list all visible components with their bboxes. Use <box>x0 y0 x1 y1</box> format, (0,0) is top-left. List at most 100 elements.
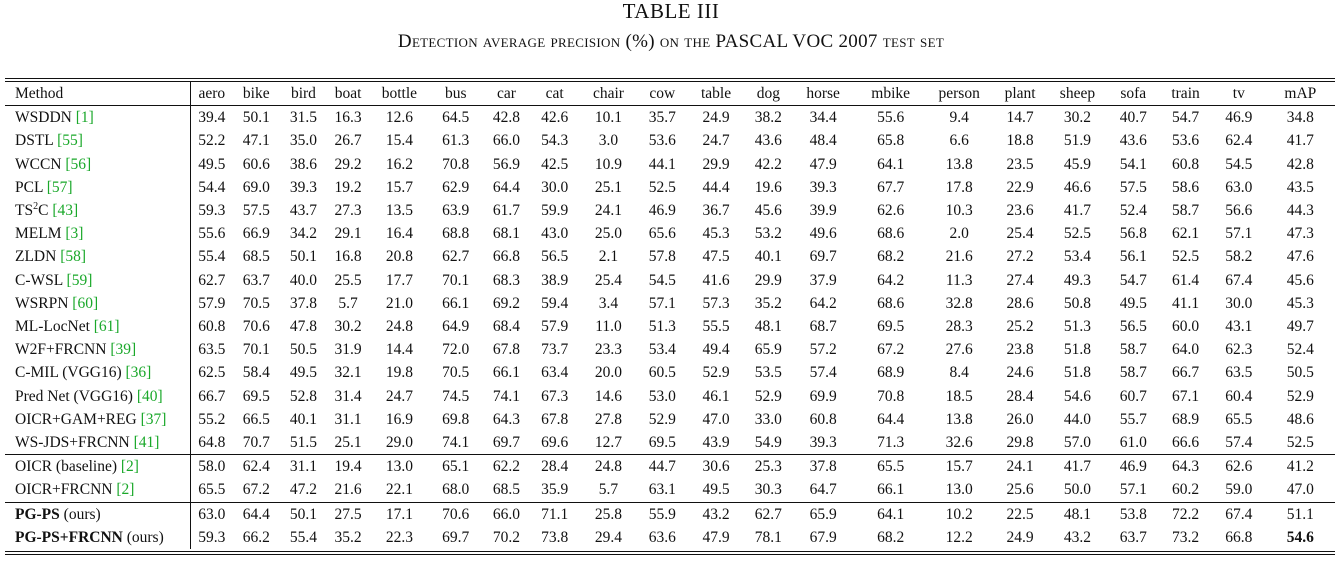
column-header-method: Method <box>5 82 192 107</box>
citation-link[interactable]: [39] <box>110 341 137 359</box>
cell-mbike: 68.9 <box>877 364 905 382</box>
cell-table: 30.6 <box>686 454 747 479</box>
cell-car: 67.8 <box>492 341 521 359</box>
column-header-dog: dog <box>746 82 791 107</box>
cell-person: 13.8 <box>945 155 973 173</box>
cell-plant: 28.6 <box>1006 294 1034 312</box>
cell-train: 62.1 <box>1171 225 1200 243</box>
citation-link[interactable]: [41] <box>133 434 160 452</box>
column-header-bus: bus <box>429 82 483 107</box>
method-label: WSRPN <box>15 294 73 312</box>
citation-link[interactable]: [43] <box>52 202 79 220</box>
cell-cat: 63.4 <box>541 364 569 382</box>
column-header-plant: plant <box>992 82 1048 107</box>
cell-sofa: 54.1 <box>1119 155 1147 173</box>
cell-person: 15.7 <box>925 454 993 479</box>
cell-map: 50.5 <box>1286 364 1314 382</box>
cell-bottle: 13.0 <box>369 454 430 479</box>
cell-dog: 53.2 <box>754 225 782 243</box>
cell-bus: 64.9 <box>442 318 470 336</box>
citation-link[interactable]: [60] <box>72 294 99 312</box>
cell-chair: 25.4 <box>594 271 623 289</box>
cell-plant: 24.6 <box>1006 364 1034 382</box>
cell-map: 48.6 <box>1286 410 1314 428</box>
cell-dog: 29.9 <box>754 271 782 289</box>
citation-link[interactable]: [56] <box>65 155 92 173</box>
cell-dog: 25.3 <box>746 454 791 479</box>
method-label: Pred Net (VGG16) <box>15 387 137 405</box>
cell-bottle: 14.4 <box>385 341 413 359</box>
cell-mbike: 64.2 <box>877 271 905 289</box>
cell-aero: 64.8 <box>198 434 226 452</box>
cell-cat: 43.0 <box>541 225 569 243</box>
citation-link[interactable]: [2] <box>116 481 135 499</box>
cell-aero: 62.7 <box>198 271 226 289</box>
cell-train: 52.5 <box>1171 248 1200 266</box>
citation-link[interactable]: [3] <box>65 225 84 243</box>
table-row: WCCN [56] 49.5 60.6 38.6 29.2 16.2 70.8 56.9 42.… <box>5 152 1335 176</box>
cell-map: 42.8 <box>1286 155 1314 173</box>
citation-link[interactable]: [40] <box>136 387 163 405</box>
citation-link[interactable]: [1] <box>75 109 94 127</box>
cell-table: 24.9 <box>702 109 730 127</box>
method-label: TS <box>15 202 34 220</box>
citation-link[interactable]: [2] <box>120 458 139 476</box>
cell-train: 72.2 <box>1159 501 1212 526</box>
cell-aero: 58.0 <box>190 454 233 479</box>
cell-bottle: 21.0 <box>385 294 413 312</box>
citation-link[interactable]: [57] <box>46 178 73 196</box>
cell-bottle: 19.8 <box>385 364 413 382</box>
cell-bottle: 22.3 <box>385 528 413 546</box>
cell-chair: 29.4 <box>594 528 623 546</box>
method-label: MELM <box>15 225 66 243</box>
cell-sheep: 49.3 <box>1063 271 1091 289</box>
cell-horse: 37.8 <box>790 454 856 479</box>
cell-boat: 16.8 <box>334 248 362 266</box>
cell-aero: 55.6 <box>198 225 226 243</box>
cell-sheep: 30.2 <box>1063 109 1091 127</box>
table-row: OICR (baseline) [2] 58.0 62.4 31.1 19.4 13.0 6… <box>5 454 1335 479</box>
cell-table: 36.7 <box>702 202 730 220</box>
cell-tv: 46.9 <box>1225 109 1253 127</box>
cell-bottle: 29.0 <box>385 434 413 452</box>
method-label: ML-LocNet <box>15 318 94 336</box>
cell-person: 21.6 <box>945 248 973 266</box>
cell-bird: 39.3 <box>289 178 318 196</box>
cell-horse: 68.7 <box>809 318 837 336</box>
cell-sofa: 52.4 <box>1119 202 1147 220</box>
cell-train: 66.7 <box>1171 364 1200 382</box>
cell-dog: 53.5 <box>754 364 782 382</box>
method-name: WS-JDS+FRCNN [41] <box>5 431 192 455</box>
cell-map: 45.6 <box>1286 271 1314 289</box>
citation-link[interactable]: [37] <box>140 410 167 428</box>
cell-aero: 63.0 <box>190 501 233 526</box>
citation-link[interactable]: [59] <box>66 271 93 289</box>
cell-horse: 64.7 <box>809 481 837 499</box>
citation-link[interactable]: [55] <box>57 132 83 150</box>
cell-chair: 27.8 <box>594 410 623 428</box>
cell-tv: 67.4 <box>1211 501 1266 526</box>
cell-mbike: 69.5 <box>877 318 905 336</box>
cell-boat: 26.7 <box>334 132 362 150</box>
citation-link[interactable]: [36] <box>125 364 152 382</box>
table-row: MELM [3] 55.6 66.9 34.2 29.1 16.4 68.8 68.1 43.0… <box>5 222 1335 246</box>
citation-link[interactable]: [58] <box>60 248 87 266</box>
cell-dog: 62.7 <box>746 501 791 526</box>
cell-chair: 24.1 <box>594 202 623 220</box>
table-row: WSDDN [1] 39.4 50.1 31.5 16.3 12.6 64.5 42.8 42.… <box>5 105 1335 130</box>
cell-chair: 24.8 <box>578 454 639 479</box>
cell-sofa: 57.5 <box>1119 178 1147 196</box>
cell-chair: 11.0 <box>595 318 622 336</box>
cell-aero: 66.7 <box>198 387 226 405</box>
cell-map: 44.3 <box>1286 202 1314 220</box>
cell-table: 47.9 <box>702 528 730 546</box>
cell-horse: 65.9 <box>790 501 856 526</box>
method-name: OICR (baseline) [2] <box>5 454 192 479</box>
cell-sofa: 55.7 <box>1119 410 1147 428</box>
cell-chair: 12.7 <box>594 434 623 452</box>
cell-bike: 67.2 <box>242 481 270 499</box>
citation-link[interactable]: [61] <box>93 318 120 336</box>
bottom-rule-2 <box>5 554 1335 556</box>
column-header-bottle: bottle <box>369 82 430 107</box>
cell-table: 29.9 <box>702 155 730 173</box>
